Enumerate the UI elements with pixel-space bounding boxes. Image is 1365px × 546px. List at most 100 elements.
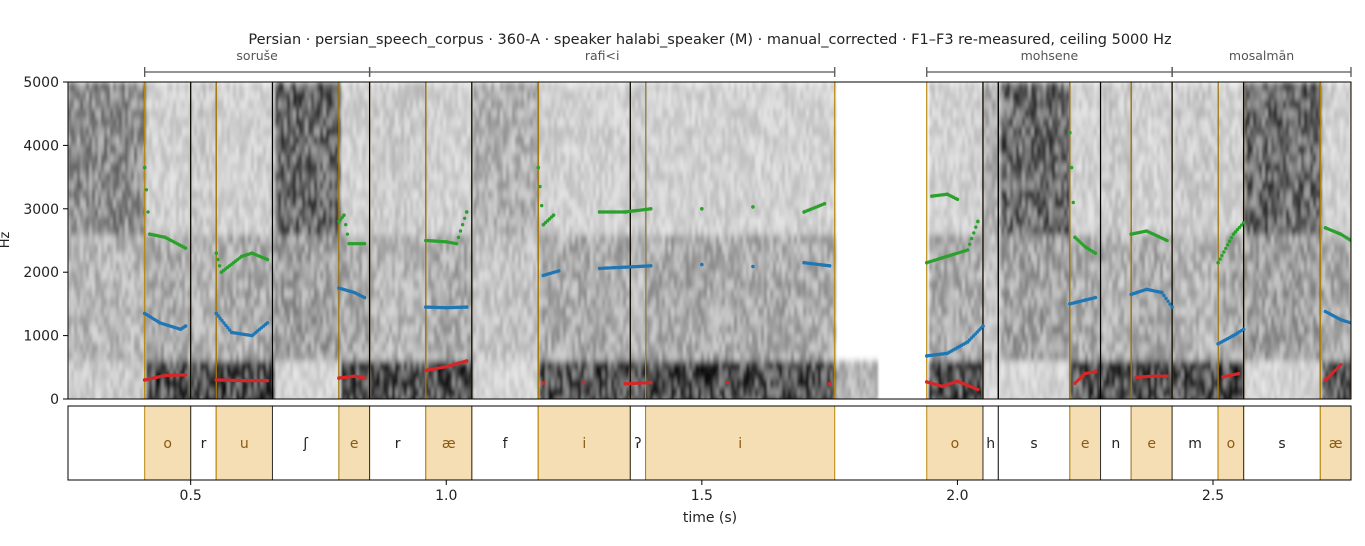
- formant-point: [464, 210, 469, 214]
- segment-box-vowel: [1069, 406, 1101, 480]
- formant-point: [1170, 305, 1174, 309]
- segment-label: o: [1227, 436, 1236, 452]
- formant-point: [265, 378, 270, 383]
- formant-point: [582, 380, 587, 385]
- formant-point: [700, 207, 704, 211]
- formant-point: [345, 232, 350, 236]
- segment-label: æ: [1329, 436, 1343, 452]
- formant-point: [220, 318, 224, 323]
- formant-point: [976, 387, 980, 392]
- formant-point: [648, 207, 653, 211]
- segment-label: r: [395, 436, 401, 452]
- formant-point: [538, 184, 542, 189]
- formant-point: [1239, 223, 1244, 227]
- word-label: mohsene: [1021, 48, 1079, 63]
- formant-point: [827, 264, 832, 268]
- formant-point: [1224, 246, 1228, 251]
- segment-box-vowel: [1218, 406, 1244, 480]
- formant-point: [218, 316, 222, 320]
- segment-label: o: [163, 436, 172, 452]
- formant-point: [1222, 250, 1226, 254]
- segment-label: i: [738, 436, 742, 452]
- formant-point: [146, 210, 150, 214]
- formant-point: [1168, 302, 1172, 306]
- formant-point: [362, 241, 367, 246]
- formant-point: [460, 222, 465, 227]
- y-axis-label: Hz: [0, 232, 13, 249]
- formant-point: [751, 205, 755, 209]
- y-tick-label: 1000: [23, 329, 59, 345]
- word-label: soruše: [236, 48, 278, 63]
- formant-point: [1165, 238, 1169, 243]
- y-tick-label: 4000: [23, 138, 59, 154]
- segment-box-vowel: [1131, 406, 1173, 480]
- y-axis: 0 1000 2000 3000 4000 5000: [23, 75, 68, 408]
- formant-point: [183, 246, 188, 250]
- formant-point: [981, 324, 985, 328]
- formant-point: [965, 248, 970, 252]
- segment-boundaries: [144, 82, 1351, 399]
- formant-point: [454, 241, 459, 246]
- formant-point: [1236, 371, 1241, 376]
- segment-box-vowel: [645, 406, 835, 480]
- formant-point: [974, 225, 978, 229]
- formant-point: [1093, 295, 1098, 300]
- formant-point: [216, 257, 220, 262]
- formant-point: [464, 305, 469, 309]
- formant-point: [1231, 232, 1236, 236]
- formant-point: [827, 381, 832, 386]
- segment-label: m: [1188, 436, 1202, 452]
- segment-label: n: [1111, 436, 1120, 452]
- formant-point: [362, 376, 367, 380]
- formant-point: [183, 373, 188, 377]
- formant-point: [1218, 257, 1222, 261]
- formant-point: [751, 264, 755, 269]
- formant-point: [224, 323, 228, 327]
- plot-frame: [67, 81, 1352, 400]
- formant-point: [1225, 243, 1230, 247]
- x-axis-label: time (s): [683, 510, 737, 526]
- formant-point: [1220, 253, 1224, 258]
- formant-point: [1227, 239, 1232, 243]
- formant-track-f3: [142, 130, 1351, 275]
- formant-point: [1229, 236, 1234, 240]
- formant-point: [464, 359, 469, 363]
- formant-point: [142, 165, 147, 170]
- formant-point: [556, 269, 561, 273]
- formant-point: [972, 231, 976, 235]
- x-tick-label: 1.0: [435, 488, 457, 504]
- formant-point: [822, 201, 827, 206]
- formant-point: [725, 380, 730, 385]
- segment-label: e: [1147, 436, 1156, 452]
- formant-track-f1: [142, 359, 1343, 392]
- formant-point: [536, 165, 541, 170]
- formant-point: [1068, 130, 1072, 135]
- word-label: mosalmān: [1229, 48, 1294, 63]
- segment-box-vowel: [926, 406, 983, 480]
- segment-label: ʔ: [634, 436, 641, 452]
- formant-point: [344, 222, 348, 227]
- formant-point: [967, 242, 972, 247]
- word-label: rafi<i: [585, 48, 620, 63]
- chart-title: Persian · persian_speech_corpus · 360-A …: [248, 32, 1171, 48]
- formant-point: [1162, 293, 1166, 298]
- segment-label: e: [1081, 436, 1090, 452]
- y-tick-label: 3000: [23, 202, 59, 218]
- formant-point: [362, 295, 367, 300]
- segment-label: u: [240, 436, 249, 452]
- segment-box-vowel: [216, 406, 273, 480]
- formant-point: [551, 213, 556, 217]
- formant-point: [1338, 362, 1343, 367]
- segment-label: f: [503, 436, 509, 452]
- formant-point: [265, 321, 270, 325]
- formant-point: [1093, 369, 1098, 374]
- segment-label: h: [986, 436, 995, 452]
- segment-box-vowel: [144, 406, 191, 480]
- formant-point: [1241, 220, 1246, 225]
- formant-point: [1235, 227, 1240, 232]
- formant-point: [458, 229, 463, 233]
- segment-label: æ: [442, 436, 456, 452]
- formant-point: [955, 197, 960, 202]
- segment-box-vowel: [338, 406, 370, 480]
- segment-label: s: [1030, 436, 1037, 452]
